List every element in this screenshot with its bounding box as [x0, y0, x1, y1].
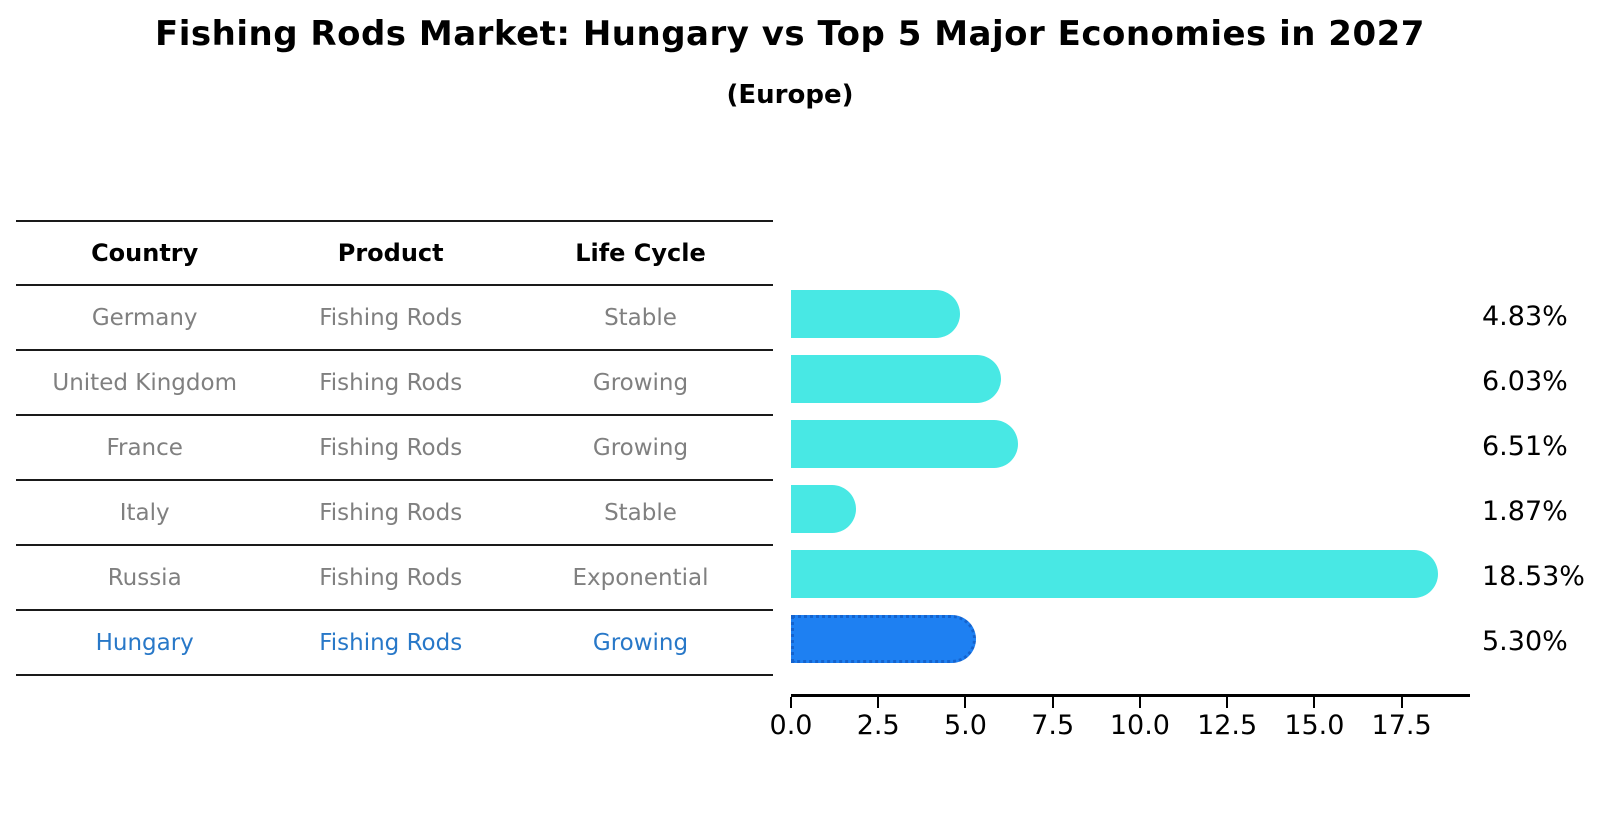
x-tick-label: 12.5: [1197, 710, 1258, 741]
column-header-product: Product: [337, 239, 444, 267]
bar-value-label-germany: 4.83%: [1482, 301, 1568, 332]
table-row-russia: Russia Fishing Rods Exponential: [16, 546, 773, 611]
cell-country: United Kingdom: [52, 369, 237, 396]
x-tick-label: 5.0: [943, 710, 987, 741]
bar-value-label-united-kingdom: 6.03%: [1482, 366, 1568, 397]
column-header-country: Country: [91, 239, 199, 267]
x-axis-tick: 12.5: [1197, 697, 1257, 741]
cell-country: France: [106, 434, 183, 461]
table-row-united-kingdom: United Kingdom Fishing Rods Growing: [16, 351, 773, 416]
chart-subtitle: (Europe): [726, 80, 854, 110]
bar-value-label-italy: 1.87%: [1482, 496, 1568, 527]
table-row-hungary: Hungary Fishing Rods Growing: [16, 611, 773, 676]
x-tick-label: 0.0: [769, 710, 813, 741]
x-tick-label: 15.0: [1284, 710, 1345, 741]
cell-country: Russia: [107, 564, 182, 591]
bar-plot-area: 0.0 2.5 5.0 7.5 10.0 12.5 15.0 17.5: [770, 220, 1470, 741]
table-row-germany: Germany Fishing Rods Stable: [16, 286, 773, 351]
bar-united-kingdom: [791, 355, 1002, 403]
cell-life-cycle: Exponential: [572, 564, 709, 591]
column-header-life-cycle: Life Cycle: [575, 239, 706, 267]
cell-country: Hungary: [95, 629, 194, 656]
x-axis-tick: 0.0: [770, 697, 812, 741]
bar-value-label-russia: 18.53%: [1482, 561, 1585, 592]
x-axis-tick: 5.0: [944, 697, 987, 741]
cell-life-cycle: Growing: [592, 629, 689, 656]
cell-country: Italy: [119, 499, 170, 526]
x-axis-tick: 15.0: [1284, 697, 1344, 741]
x-axis-tick: 2.5: [857, 697, 900, 741]
bar-value-label-hungary: 5.30%: [1482, 626, 1568, 657]
bar-france: [791, 420, 1019, 468]
comparison-table: Country Product Life Cycle Germany Fishi…: [16, 220, 773, 676]
table-row-france: France Fishing Rods Growing: [16, 416, 773, 481]
bar-value-label-france: 6.51%: [1482, 431, 1568, 462]
cell-life-cycle: Growing: [592, 369, 689, 396]
table-header-row: Country Product Life Cycle: [16, 222, 773, 286]
cell-life-cycle: Growing: [592, 434, 689, 461]
bar-hungary: [791, 615, 976, 663]
cell-life-cycle: Stable: [604, 499, 677, 526]
cell-product: Fishing Rods: [319, 304, 463, 331]
cell-product: Fishing Rods: [319, 369, 463, 396]
cell-product: Fishing Rods: [319, 564, 463, 591]
cell-country: Germany: [91, 304, 198, 331]
x-tick-label: 2.5: [856, 710, 900, 741]
x-tick-label: 10.0: [1109, 710, 1170, 741]
x-axis-tick: 7.5: [1031, 697, 1074, 741]
bar-germany: [791, 290, 960, 338]
cell-life-cycle: Stable: [604, 304, 677, 331]
cell-product: Fishing Rods: [319, 629, 463, 656]
x-tick-label: 7.5: [1031, 710, 1075, 741]
cell-product: Fishing Rods: [319, 434, 463, 461]
cell-product: Fishing Rods: [319, 499, 463, 526]
x-axis-tick: 17.5: [1372, 697, 1432, 741]
x-tick-label: 17.5: [1371, 710, 1432, 741]
x-axis-tick: 10.0: [1110, 697, 1170, 741]
chart-title: Fishing Rods Market: Hungary vs Top 5 Ma…: [155, 14, 1425, 54]
bar-russia: [791, 550, 1438, 598]
table-row-italy: Italy Fishing Rods Stable: [16, 481, 773, 546]
bar-italy: [791, 485, 857, 533]
